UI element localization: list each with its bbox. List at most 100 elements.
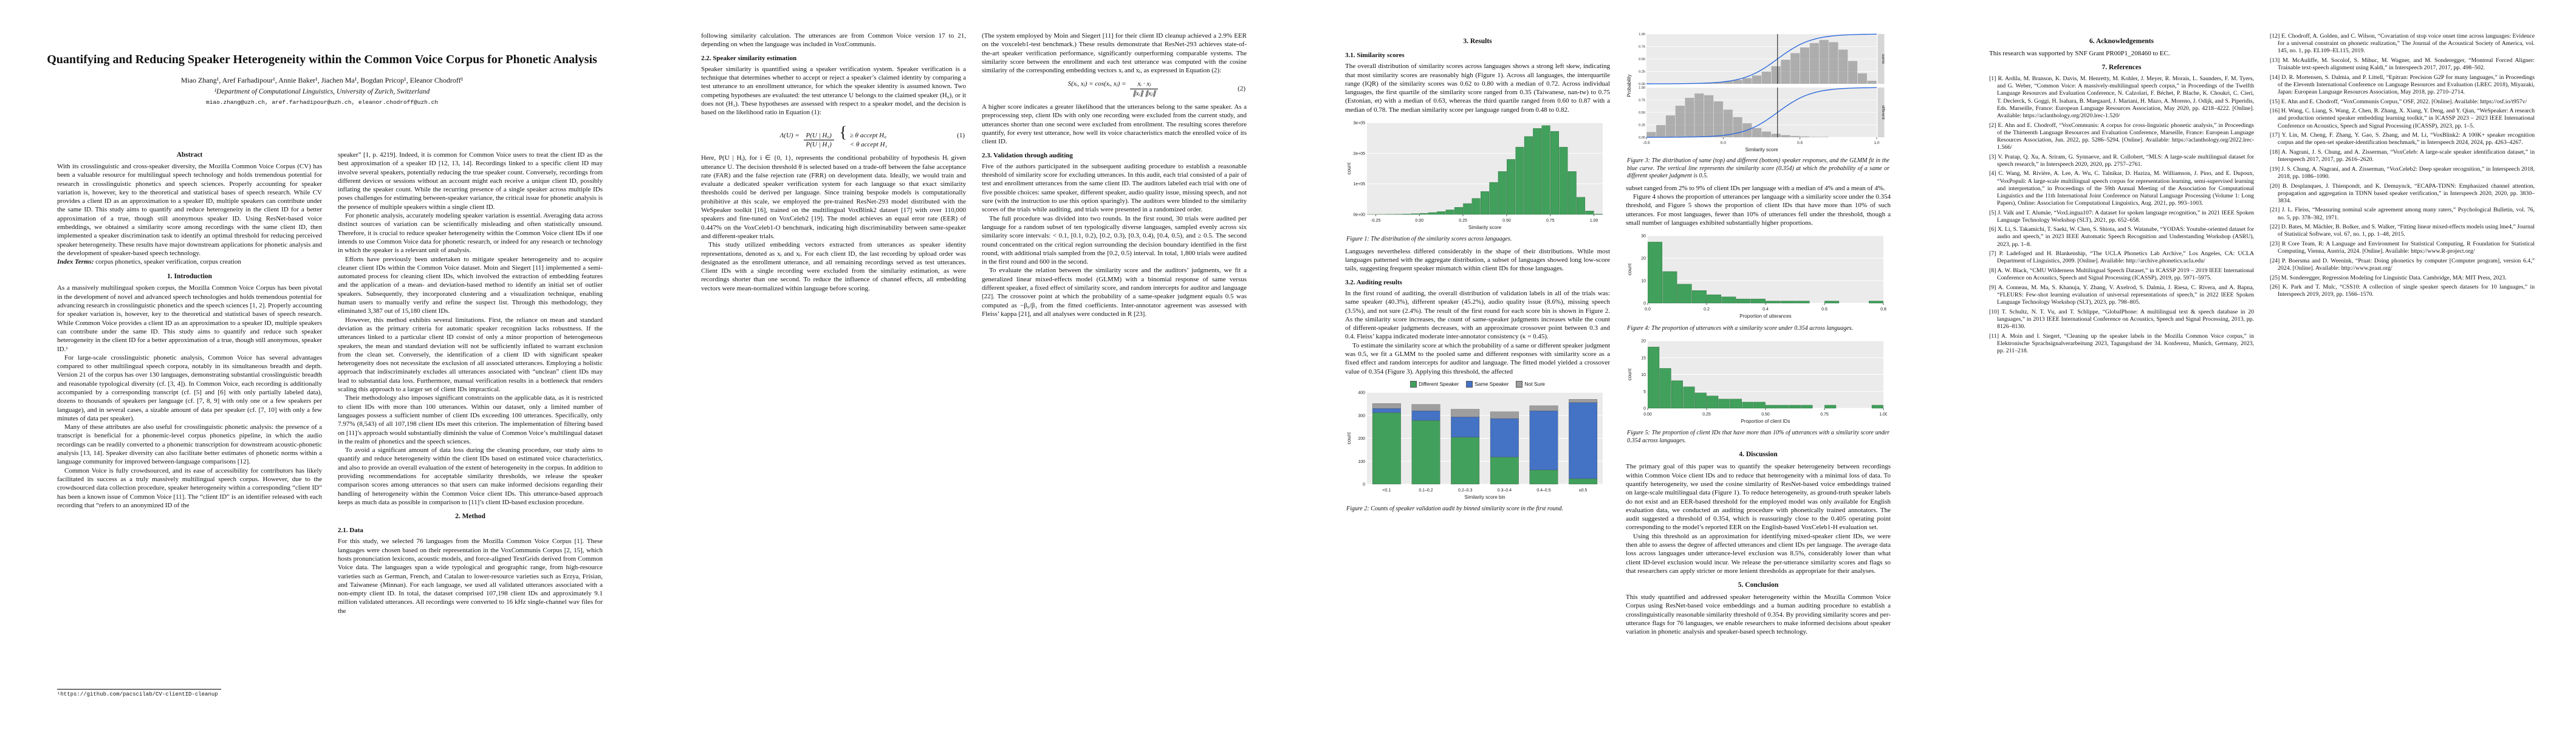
reference-item: [10] T. Schultz, N. T. Vu, and T. Schlip… bbox=[1989, 308, 2254, 330]
svg-text:0: 0 bbox=[1643, 302, 1646, 306]
svg-text:0.8: 0.8 bbox=[1880, 307, 1886, 312]
reference-item: [25] M. Sonderegger, Regression Modeling… bbox=[2270, 274, 2507, 281]
svg-text:300: 300 bbox=[1358, 414, 1365, 418]
reference-item: [3] V. Pratap, Q. Xu, A. Sriram, G. Synn… bbox=[1989, 153, 2254, 168]
figure-4-caption: Figure 4: The proportion of utterances w… bbox=[1627, 324, 1854, 332]
reference-item: [17] Y. Lin, M. Cheng, F. Zhang, Y. Gao,… bbox=[2270, 132, 2535, 146]
svg-text:0.2: 0.2 bbox=[1704, 307, 1710, 312]
svg-text:Proportion of utterances: Proportion of utterances bbox=[1739, 313, 1791, 319]
intro-paragraph: Their methodology also imposes significa… bbox=[338, 394, 603, 445]
section-heading-conclusion: 5. Conclusion bbox=[1738, 581, 1779, 589]
reference-item: [21] J. L. Fleiss, “Measuring nominal sc… bbox=[2270, 207, 2535, 221]
figure-5: 20 15 10 5 0 Proportion of client IDs count 0.0… bbox=[1626, 337, 1891, 445]
reference-item: [1] R. Ardila, M. Branson, K. Davis, M. … bbox=[1989, 75, 2254, 119]
svg-text:0.3–0.4: 0.3–0.4 bbox=[1498, 488, 1512, 493]
case-reject: < θ accept H₁ bbox=[849, 140, 888, 148]
column-8: [12] E. Chodroff, A. Golden, and C. Wils… bbox=[2270, 32, 2535, 700]
legend-swatch bbox=[1516, 380, 1523, 388]
legend-item: Different Speaker bbox=[1410, 381, 1459, 388]
discussion-paragraph: The primary goal of this paper was to qu… bbox=[1626, 463, 1891, 532]
svg-text:different: different bbox=[1881, 105, 1885, 120]
reference-item: [6] X. Li, S. Takamichi, T. Saeki, W. Ch… bbox=[1989, 226, 2254, 248]
intro-paragraph: For phonetic analysis, accurately modeli… bbox=[338, 212, 603, 255]
svg-text:count: count bbox=[1627, 263, 1632, 275]
svg-text:0.25: 0.25 bbox=[1639, 124, 1645, 128]
svg-text:0.0: 0.0 bbox=[1721, 141, 1726, 145]
reference-item: [12] E. Chodroff, A. Golden, and C. Wils… bbox=[2270, 33, 2535, 55]
subsection-heading-data: 2.1. Data bbox=[338, 527, 363, 535]
page-1: Quantifying and Reducing Speaker Heterog… bbox=[0, 0, 644, 729]
svg-text:Similarity score: Similarity score bbox=[1468, 225, 1502, 230]
subsection-heading-similarity-scores: 3.1. Similarity scores bbox=[1345, 51, 1405, 59]
fraction-denominator: P(U | H₁) bbox=[806, 140, 832, 148]
section-heading-references: 7. References bbox=[2102, 64, 2142, 72]
reference-item: [18] A. Nagrani, J. S. Chung, and A. Zis… bbox=[2270, 148, 2535, 163]
svg-text:count: count bbox=[1346, 162, 1352, 174]
page-3: 3. Results 3.1. Similarity scores The ov… bbox=[1288, 0, 1932, 729]
index-terms-text: corpus phonetics, speaker verification, … bbox=[95, 258, 241, 266]
method-data-paragraph: following similarity calculation. The ut… bbox=[701, 32, 966, 49]
section-heading-results: 3. Results bbox=[1463, 38, 1492, 45]
svg-text:2e+05: 2e+05 bbox=[1353, 152, 1365, 156]
svg-text:10: 10 bbox=[1641, 373, 1646, 377]
reference-item: [22] D. Bates, M. Mächler, B. Bolker, an… bbox=[2270, 224, 2535, 238]
figure-1-caption: Figure 1: The distribution of the simila… bbox=[1346, 236, 1512, 243]
svg-text:400: 400 bbox=[1358, 391, 1365, 395]
svg-text:Similarity score bin: Similarity score bin bbox=[1464, 495, 1505, 500]
method-paragraph: To evaluate the relation between the sim… bbox=[982, 267, 1247, 318]
column-5: 3. Results 3.1. Similarity scores The ov… bbox=[1345, 32, 1610, 700]
footnote-link[interactable]: ¹https://github.com/pacscilab/CV-clientI… bbox=[57, 689, 222, 699]
reference-item: [15] E. Ahn and E. Chodroff, “VoxCommuni… bbox=[2270, 98, 2527, 105]
svg-text:0.0: 0.0 bbox=[1645, 307, 1651, 312]
svg-text:0.50: 0.50 bbox=[1639, 58, 1645, 61]
intro-paragraph: Common Voice is fully crowdsourced, and … bbox=[57, 467, 322, 509]
method-paragraph: Five of the authors participated in the … bbox=[982, 162, 1247, 214]
svg-text:Similarity score: Similarity score bbox=[1745, 147, 1778, 152]
reference-item: [4] C. Wang, M. Rivière, A. Lee, A. Wu, … bbox=[1989, 170, 2254, 207]
reference-item: [11] A. Moin and I. Siegert, “Cleaning u… bbox=[1989, 332, 2254, 354]
reference-item: [24] P. Boersma and D. Weenink, “Praat: … bbox=[2270, 257, 2535, 272]
svg-text:0.00: 0.00 bbox=[1639, 136, 1645, 140]
author-list: Miao Zhang¹, Aref Farhadipour¹, Annie Ba… bbox=[180, 75, 464, 84]
section-heading-method: 2. Method bbox=[455, 513, 485, 521]
fraction-numerator: P(U | H₀) bbox=[803, 131, 834, 140]
svg-text:0.00: 0.00 bbox=[1643, 412, 1652, 417]
svg-text:0.1–0.2: 0.1–0.2 bbox=[1419, 488, 1433, 493]
results-paragraph: Languages nevertheless differed consider… bbox=[1345, 247, 1610, 273]
abstract-heading: Abstract bbox=[176, 151, 203, 159]
svg-text:-0.25: -0.25 bbox=[1371, 219, 1380, 223]
reference-item: [16] H. Wang, C. Liang, S. Wang, Z. Chen… bbox=[2270, 108, 2535, 129]
conclusion-paragraph: This study quantified and addressed spea… bbox=[1626, 594, 1891, 636]
author-emails[interactable]: miao.zhang@uzh.ch, aref.farhadipour@uzh.… bbox=[206, 98, 438, 106]
reference-item: [23] R Core Team, R: A Language and Envi… bbox=[2270, 241, 2535, 255]
svg-text:0.50: 0.50 bbox=[1639, 111, 1645, 115]
title-block: Quantifying and Reducing Speaker Heterog… bbox=[43, 52, 601, 106]
intro-paragraph: For large-scale crosslinguistic phonetic… bbox=[57, 354, 322, 422]
reference-item: [13] M. McAuliffe, M. Socolof, S. Mihuc,… bbox=[2270, 56, 2535, 72]
column-1: Abstract With its crosslinguistic and cr… bbox=[57, 151, 322, 700]
svg-text:200: 200 bbox=[1358, 437, 1365, 441]
svg-text:0.2–0.3: 0.2–0.3 bbox=[1458, 488, 1472, 493]
svg-text:1.00: 1.00 bbox=[1590, 219, 1598, 223]
results-paragraph: In the first round of auditing, the over… bbox=[1345, 290, 1610, 341]
column-7: 6. Acknowledgements This research was su… bbox=[1989, 32, 2254, 700]
reference-item: [14] D. R. Mortensen, S. Dalmia, and P. … bbox=[2270, 74, 2535, 95]
equation-2-body: S(xᵢ, xⱼ) = cos(xᵢ, xⱼ) = xᵢ · xⱼ ∥xᵢ∥ ∥… bbox=[1068, 80, 1161, 98]
references-list-left: [1] R. Ardila, M. Branson, K. Davis, M. … bbox=[1989, 75, 2254, 355]
svg-text:1.00: 1.00 bbox=[1879, 412, 1887, 417]
abstract-text: With its crosslinguistic and cross-speak… bbox=[57, 162, 322, 257]
index-terms-label: Index Terms: bbox=[57, 258, 94, 266]
subsection-heading-auditing-results: 3.2. Auditing results bbox=[1345, 278, 1402, 286]
page-4: 6. Acknowledgements This research was su… bbox=[1932, 0, 2576, 729]
intro-paragraph: However, this method exhibits several li… bbox=[338, 316, 603, 394]
method-paragraph: Speaker similarity is quantified using a… bbox=[701, 65, 966, 117]
intro-paragraph: Efforts have previously been undertaken … bbox=[338, 255, 603, 315]
equation-number: (1) bbox=[957, 131, 965, 139]
reference-item: [7] P. Ladefoged and H. Blankenship, “Th… bbox=[1989, 250, 2254, 265]
method-paragraph: (The system employed by Moin and Siegert… bbox=[982, 32, 1247, 75]
equation-lhs: Λ(U) = bbox=[779, 131, 801, 139]
figure-4: 30 20 10 0 Proportion of utterances count 0.0 0… bbox=[1626, 232, 1891, 332]
page-2: following similarity calculation. The ut… bbox=[644, 0, 1288, 729]
section-heading-discussion: 4. Discussion bbox=[1739, 451, 1778, 459]
